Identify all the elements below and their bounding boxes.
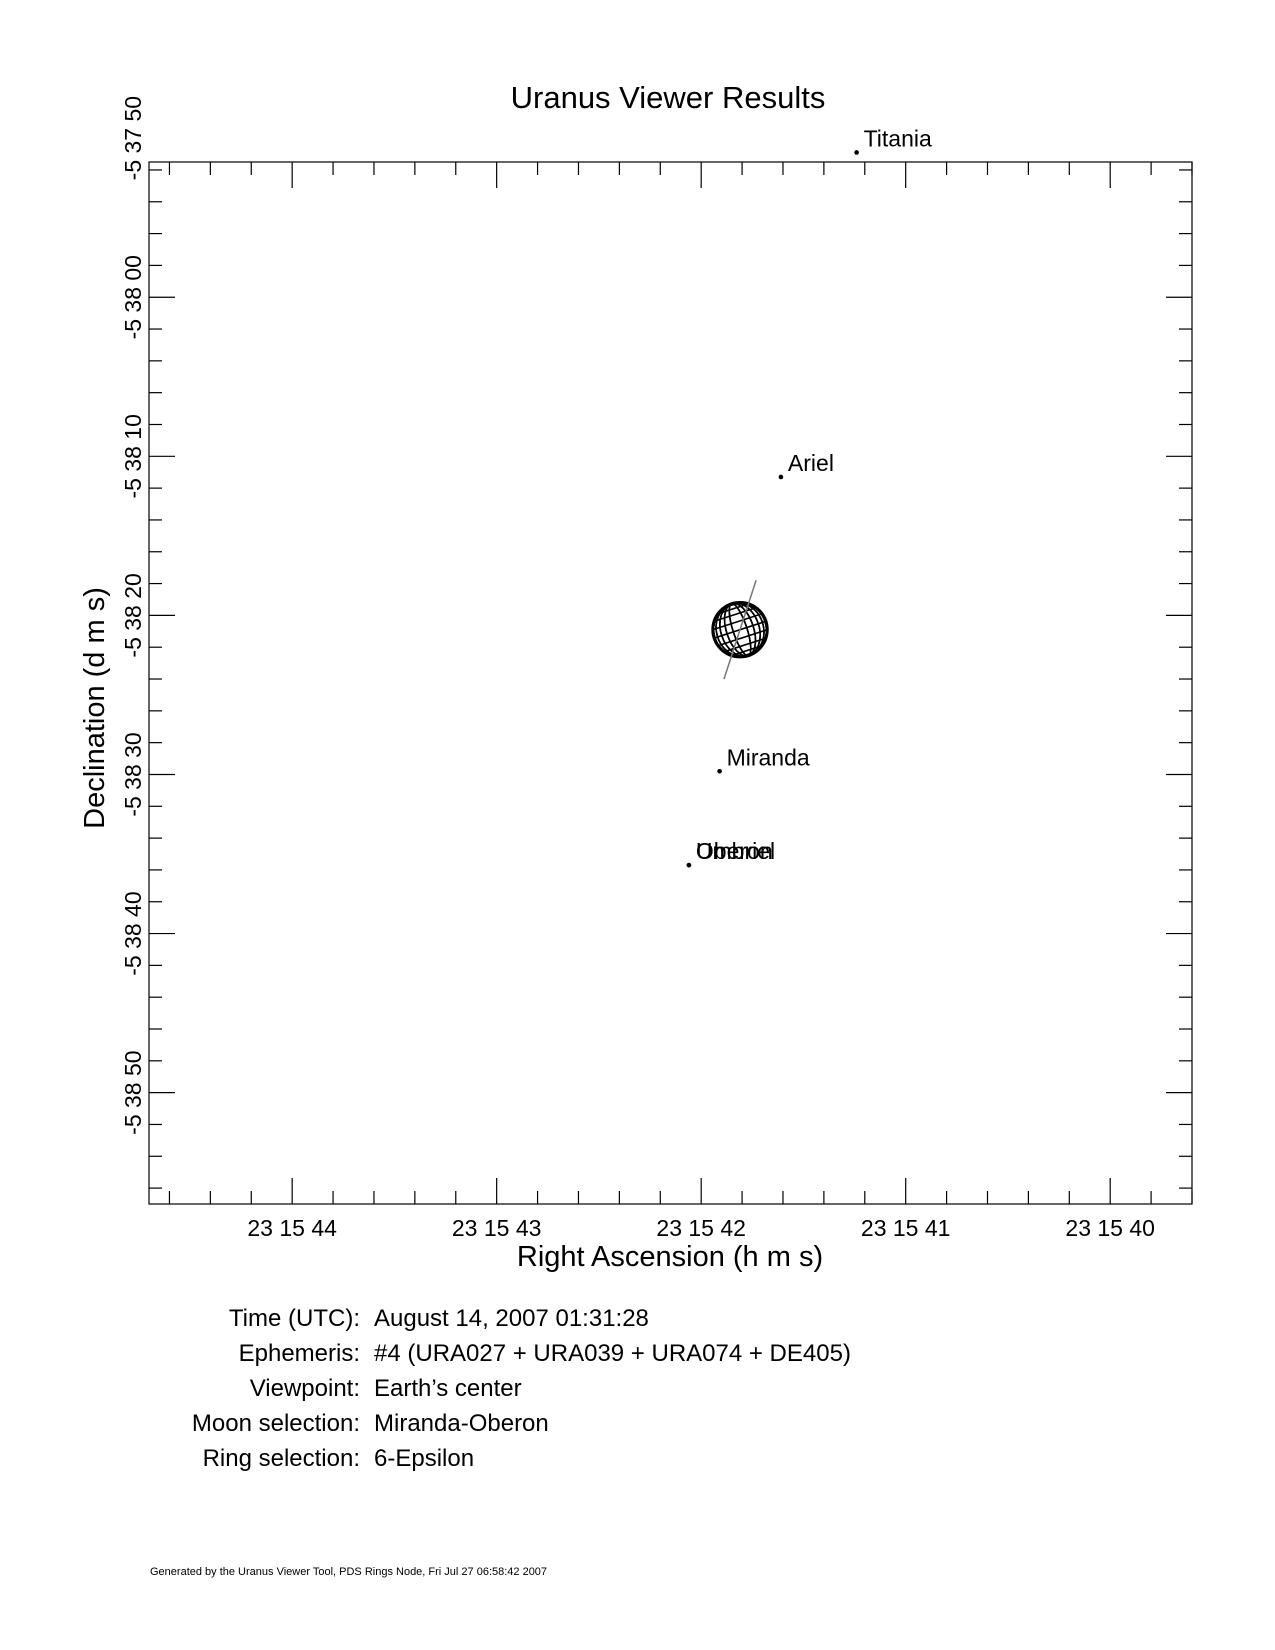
moon-label-umbriel: Umbriel — [696, 838, 775, 864]
info-label: Ring selection: — [202, 1445, 360, 1472]
x-tick-labels: 23 15 44 23 15 43 23 15 42 23 15 41 23 15 40 — [247, 1215, 1155, 1241]
y-tick-label: -5 38 10 — [120, 414, 146, 498]
y-axis-label: Declination (d m s) — [79, 587, 111, 829]
planet-parallel — [711, 612, 764, 631]
planet-parallel — [718, 635, 772, 655]
moon-label-oberon: Oberon — [696, 838, 773, 864]
moon-point-oberon — [686, 862, 692, 868]
info-value: August 14, 2007 01:31:28 — [374, 1305, 649, 1332]
info-label: Viewpoint: — [249, 1375, 360, 1402]
axis-ticks — [149, 162, 1193, 1204]
moon-label-ariel: Ariel — [788, 450, 834, 476]
x-axis-label: Right Ascension (h m s) — [517, 1241, 823, 1273]
plot-frame — [148, 161, 1193, 1205]
x-tick-label: 23 15 43 — [452, 1215, 542, 1241]
y-tick-label: -5 38 30 — [120, 732, 146, 816]
moon-label-miranda: Miranda — [727, 744, 810, 770]
y-tick-labels: -5 37 50 -5 38 00 -5 38 10 -5 38 20 -5 38 30… — [120, 96, 146, 1135]
info-label: Ephemeris: — [238, 1340, 360, 1367]
moon-point-ariel — [778, 474, 784, 480]
footer-credit: Generated by the Uranus Viewer Tool, PDS… — [150, 1566, 548, 1578]
x-tick-label: 23 15 44 — [247, 1215, 337, 1241]
y-tick-label: -5 38 00 — [120, 255, 146, 339]
info-label: Time (UTC): — [228, 1305, 360, 1332]
moon-label-titania: Titania — [864, 125, 932, 151]
x-tick-label: 23 15 42 — [656, 1215, 746, 1241]
sky-plot: Uranus Viewer Results 23 15 44 23 15 43 23… — [79, 80, 1193, 1273]
info-value: Earth’s center — [374, 1375, 522, 1402]
y-tick-label: -5 38 40 — [120, 891, 146, 975]
planet-parallel — [716, 628, 769, 647]
info-value: #4 (URA027 + URA039 + URA074 + DE405) — [374, 1340, 851, 1367]
y-tick-label: -5 38 20 — [120, 573, 146, 657]
planet-limb — [711, 601, 769, 659]
y-tick-label: -5 37 50 — [120, 96, 146, 180]
planet-parallel — [708, 605, 762, 624]
info-label: Moon selection: — [191, 1410, 360, 1437]
moon-point-titania — [854, 150, 859, 155]
x-tick-label: 23 15 41 — [861, 1215, 951, 1241]
uranus-planet — [705, 580, 775, 680]
info-value: Miranda-Oberon — [374, 1410, 549, 1437]
y-tick-label: -5 38 50 — [120, 1050, 146, 1134]
ring-epsilon-line — [723, 580, 757, 680]
chart-title: Uranus Viewer Results — [511, 80, 826, 115]
x-tick-label: 23 15 40 — [1065, 1215, 1155, 1241]
info-value: 6-Epsilon — [374, 1445, 475, 1472]
moon-point-miranda — [717, 768, 722, 774]
